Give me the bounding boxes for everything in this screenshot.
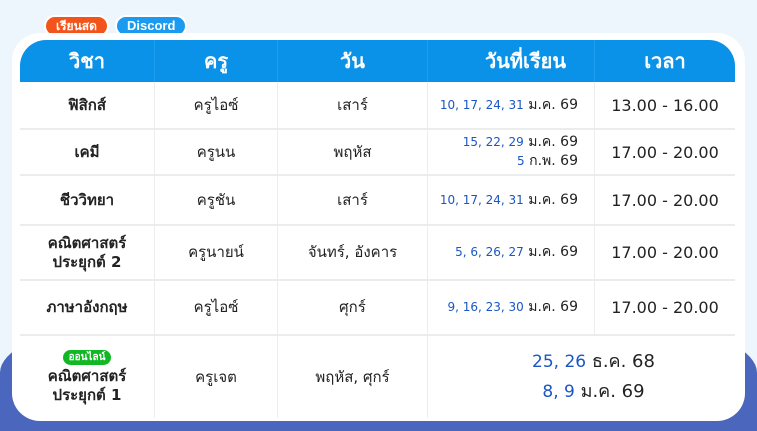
subject-name: คณิตศาสตร์: [47, 233, 127, 252]
teacher-cell: ครูเจต: [155, 336, 278, 418]
date-month: ม.ค. 69: [528, 299, 578, 315]
dates-cell: 25, 26 ธ.ค. 68 8, 9 ม.ค. 69: [428, 336, 735, 418]
subject-name: ชีววิทยา: [59, 190, 115, 209]
table-body: ฟิสิกส์ ครูไอซ์ เสาร์ 10, 17, 24, 31 ม.ค. 6…: [20, 82, 735, 418]
date-days: 25, 26: [532, 352, 587, 372]
date-month: ม.ค. 69: [528, 134, 578, 150]
dates-cell: 10, 17, 24, 31 ม.ค. 69: [428, 82, 595, 128]
date-line: 25, 26 ธ.ค. 68: [532, 347, 655, 377]
teacher-cell: ครูไอซ์: [155, 82, 278, 128]
subject-name: คณิตศาสตร์: [47, 366, 127, 385]
dates-cell: 5, 6, 26, 27 ม.ค. 69: [428, 226, 595, 279]
table-row: คณิตศาสตร์ ประยุกต์ 2 ครูนายน์ จันทร์, อังค…: [20, 226, 735, 281]
date-month: ม.ค. 69: [528, 244, 578, 260]
time-cell: 17.00 - 20.00: [611, 190, 719, 210]
date-days: 10, 17, 24, 31: [439, 97, 524, 112]
subject-name: ประยุกต์ 2: [52, 252, 122, 271]
subject-name: ภาษาอังกฤษ: [46, 298, 128, 316]
day-cell: พฤหัส, ศุกร์: [278, 336, 428, 418]
table-row: ออนไลน์ คณิตศาสตร์ ประยุกต์ 1 ครูเจต พฤหัส, …: [20, 336, 735, 418]
date-days: 8, 9: [542, 382, 575, 402]
date-line: 10, 17, 24, 31 ม.ค. 69: [440, 96, 578, 115]
teacher-cell: ครูนน: [155, 130, 278, 174]
online-badge: ออนไลน์: [62, 349, 112, 365]
date-month: ก.พ. 69: [529, 153, 578, 169]
date-month: ธ.ค. 68: [591, 351, 655, 372]
day-cell: จันทร์, อังคาร: [278, 226, 428, 279]
day-cell: เสาร์: [278, 176, 428, 224]
header-day: วัน: [278, 40, 428, 82]
date-line: 10, 17, 24, 31 ม.ค. 69: [440, 191, 578, 210]
subject-cell: ออนไลน์ คณิตศาสตร์ ประยุกต์ 1: [20, 336, 155, 418]
day-cell: เสาร์: [278, 82, 428, 128]
dates-cell: 15, 22, 29 ม.ค. 69 5 ก.พ. 69: [428, 130, 595, 174]
subject-cell: คณิตศาสตร์ ประยุกต์ 2: [20, 226, 155, 279]
table-row: เคมี ครูนน พฤหัส 15, 22, 29 ม.ค. 69 5 ก.พ. 6…: [20, 130, 735, 176]
teacher-cell: ครูไอซ์: [155, 281, 278, 334]
date-line: 5 ก.พ. 69: [517, 152, 578, 171]
table-header: วิชา ครู วัน วันที่เรียน เวลา: [20, 40, 735, 82]
header-time: เวลา: [644, 49, 686, 73]
subject-cell: ชีววิทยา: [20, 176, 155, 224]
table-row: ฟิสิกส์ ครูไอซ์ เสาร์ 10, 17, 24, 31 ม.ค. 6…: [20, 82, 735, 130]
time-cell: 17.00 - 20.00: [611, 298, 719, 317]
time-cell: 13.00 - 16.00: [611, 95, 719, 115]
dates-cell: 9, 16, 23, 30 ม.ค. 69: [428, 281, 595, 334]
date-days: 5, 6, 26, 27: [455, 245, 524, 259]
date-days: 9, 16, 23, 30: [447, 300, 524, 314]
subject-name: เคมี: [74, 142, 100, 161]
date-line: 8, 9 ม.ค. 69: [542, 377, 644, 407]
dates-cell: 10, 17, 24, 31 ม.ค. 69: [428, 176, 595, 224]
table-row: ภาษาอังกฤษ ครูไอซ์ ศุกร์ 9, 16, 23, 30 ม.ค.…: [20, 281, 735, 336]
header-teacher: ครู: [155, 40, 278, 82]
day-cell: พฤหัส: [278, 130, 428, 174]
date-days: 5: [517, 154, 525, 168]
date-days: 15, 22, 29: [462, 135, 524, 149]
date-month: ม.ค. 69: [528, 191, 578, 208]
date-line: 5, 6, 26, 27 ม.ค. 69: [455, 243, 578, 262]
subject-cell: ภาษาอังกฤษ: [20, 281, 155, 334]
time-cell: 17.00 - 20.00: [611, 142, 719, 162]
date-line: 15, 22, 29 ม.ค. 69: [463, 133, 578, 152]
teacher-cell: ครูนายน์: [155, 226, 278, 279]
table-row: ชีววิทยา ครูชัน เสาร์ 10, 17, 24, 31 ม.ค. 6…: [20, 176, 735, 226]
subject-name: ประยุกต์ 1: [52, 385, 122, 404]
schedule-card: [12, 33, 745, 421]
date-month: ม.ค. 69: [580, 381, 645, 402]
date-month: ม.ค. 69: [528, 96, 578, 113]
header-dates: วันที่เรียน: [428, 40, 595, 82]
subject-cell: ฟิสิกส์: [20, 82, 155, 128]
teacher-cell: ครูชัน: [155, 176, 278, 224]
date-line: 9, 16, 23, 30 ม.ค. 69: [447, 298, 578, 317]
subject-cell: เคมี: [20, 130, 155, 174]
day-cell: ศุกร์: [278, 281, 428, 334]
time-cell: 17.00 - 20.00: [611, 243, 719, 262]
header-subject: วิชา: [20, 40, 155, 82]
date-days: 10, 17, 24, 31: [439, 192, 524, 207]
schedule-table: วิชา ครู วัน วันที่เรียน เวลา ฟิสิกส์ ครู…: [20, 40, 735, 418]
subject-name: ฟิสิกส์: [67, 95, 106, 114]
